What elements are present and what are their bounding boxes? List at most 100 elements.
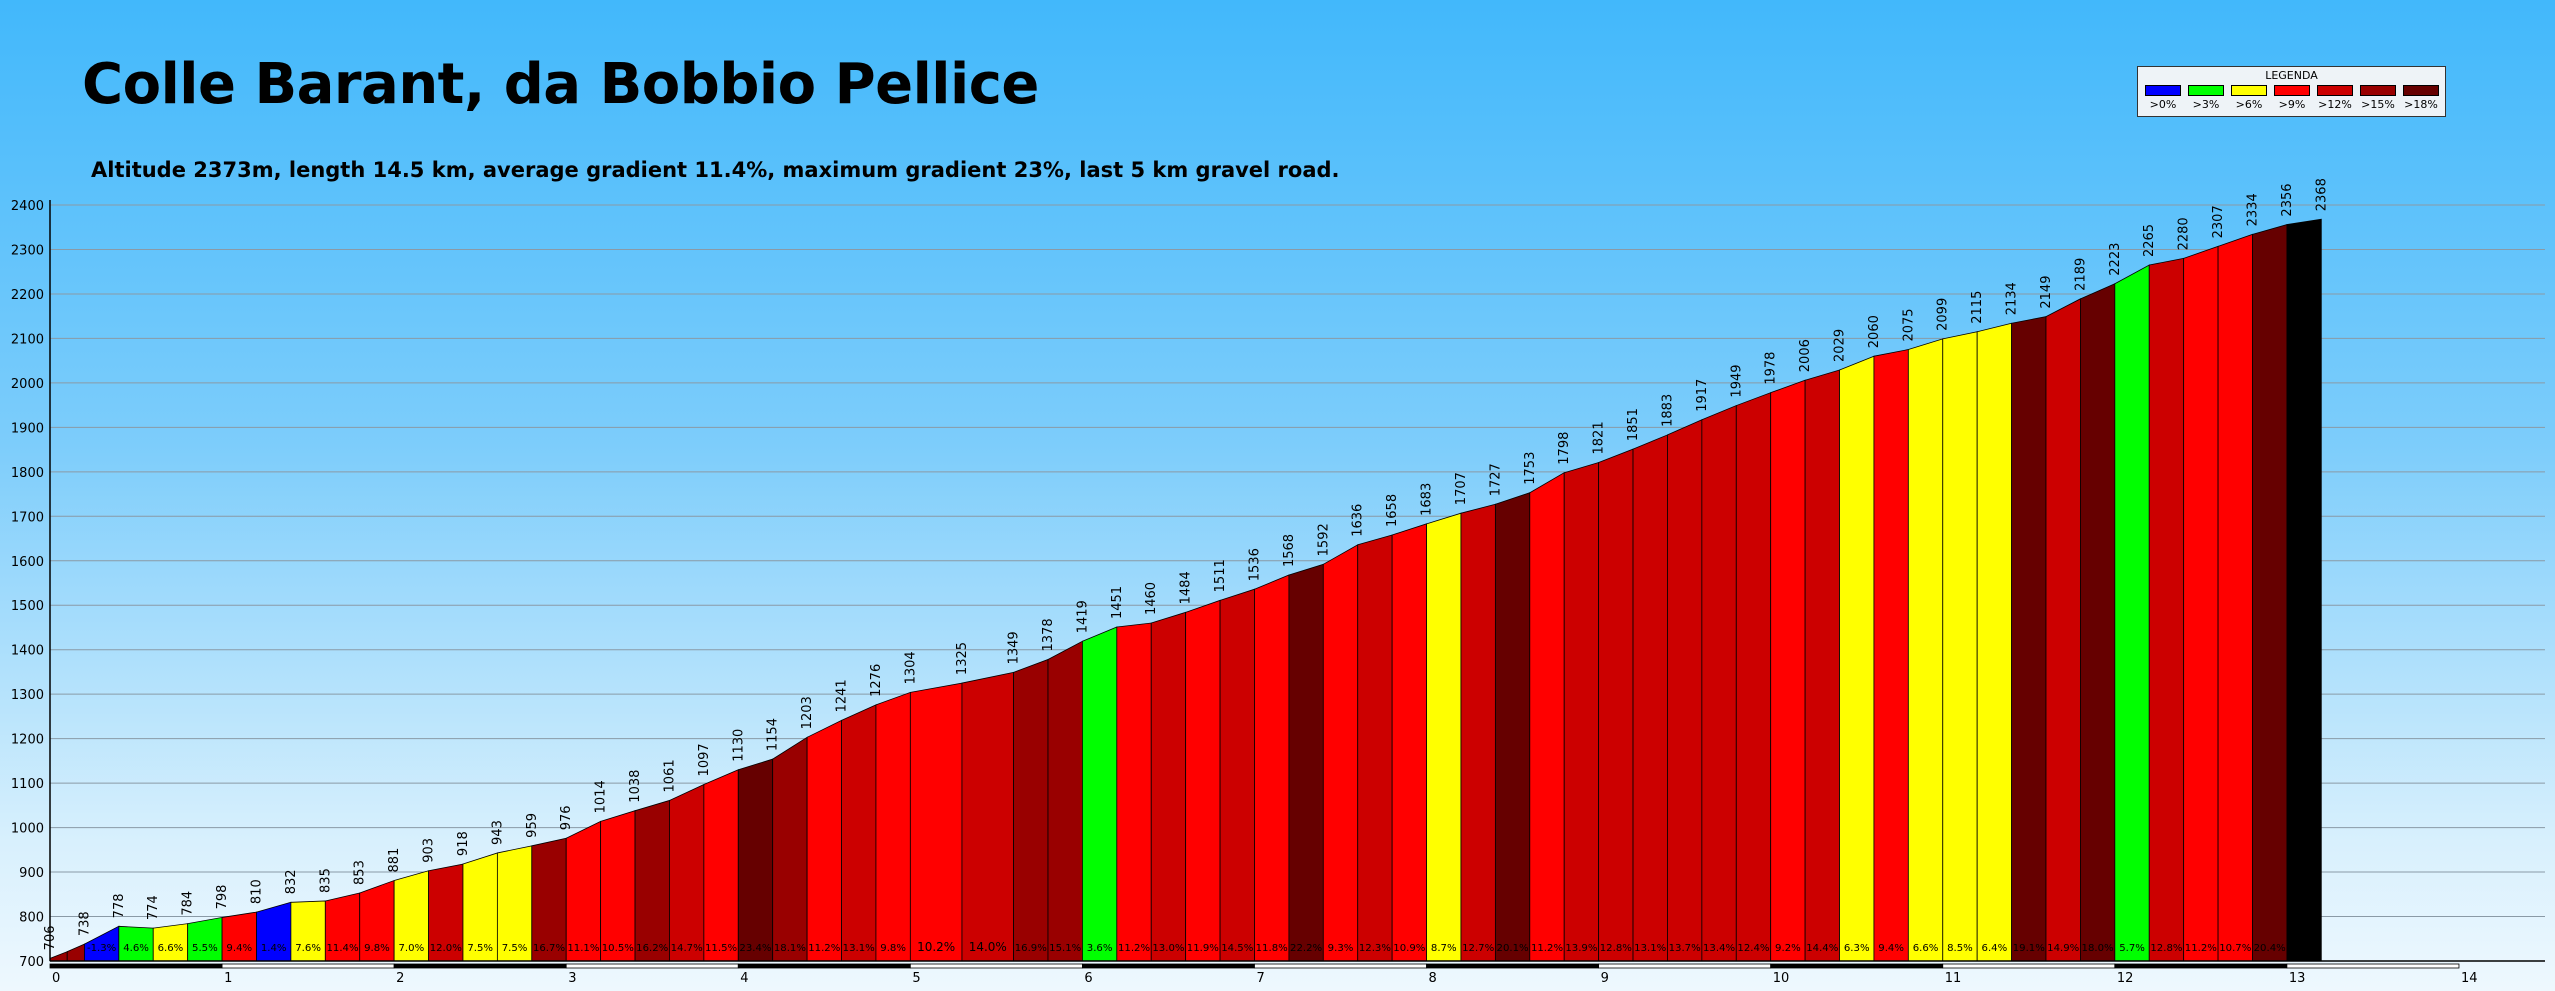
altitude-label: 1419: [1075, 600, 1090, 633]
altitude-label: 2223: [2108, 243, 2123, 276]
altitude-label: 1097: [697, 743, 712, 776]
altitude-label: 2149: [2039, 276, 2054, 309]
gradient-label: 16.7%: [533, 943, 566, 954]
legend-item-1: >3%: [2186, 85, 2226, 111]
x-tick-label: 12: [2117, 971, 2134, 986]
km-scale-bar: [2286, 963, 2460, 969]
x-tick-label: 6: [1084, 971, 1092, 986]
profile-segment: [2286, 218, 2322, 962]
altitude-label: 2060: [1867, 315, 1882, 348]
altitude-label: 1014: [594, 780, 609, 813]
gradient-label: 19.1%: [2013, 943, 2046, 954]
altitude-label: 1130: [731, 729, 746, 762]
gradient-label: 7.6%: [295, 943, 321, 954]
altitude-label: 1484: [1179, 571, 1194, 604]
altitude-label: 1304: [903, 651, 918, 684]
altitude-label: 1821: [1592, 421, 1607, 454]
gradient-label: 13.7%: [1669, 943, 1702, 954]
gradient-label: 7.5%: [502, 943, 528, 954]
gradient-label: 5.7%: [2119, 943, 2145, 954]
km-scale-bar: [1082, 963, 1255, 969]
profile-segment: [1529, 472, 1565, 962]
y-tick-label: 1400: [11, 644, 44, 659]
altitude-label: 832: [284, 869, 299, 894]
y-tick-label: 1900: [11, 421, 44, 436]
altitude-label: 881: [387, 848, 402, 873]
altitude-label: 1592: [1316, 523, 1331, 556]
y-tick-label: 1500: [11, 599, 44, 614]
gradient-label: 3.6%: [1087, 943, 1113, 954]
profile-segment: [806, 719, 842, 962]
km-scale-bar: [1426, 963, 1600, 969]
gradient-label: 14.0%: [969, 940, 1007, 954]
legend: LEGENDA >0% >3% >6% >9% >12% >15% >18%: [2137, 66, 2446, 117]
altitude-label: 1536: [1247, 548, 1262, 581]
profile-segment: [1942, 331, 1978, 962]
gradient-label: 16.2%: [636, 943, 669, 954]
altitude-label: 1727: [1488, 463, 1503, 496]
profile-segment: [2114, 264, 2150, 962]
page-title: Colle Barant, da Bobbio Pellice: [82, 52, 1039, 117]
gradient-label: 6.6%: [1913, 943, 1939, 954]
gradient-label: 7.0%: [399, 943, 425, 954]
altitude-label: 2029: [1833, 329, 1848, 362]
legend-swatch: [2317, 85, 2353, 96]
altitude-label: 1707: [1454, 472, 1469, 505]
profile-segment: [1254, 574, 1290, 962]
altitude-label: 1636: [1351, 504, 1366, 537]
altitude-label: 1378: [1041, 618, 1056, 651]
km-scale-bar: [1942, 963, 2116, 969]
gradient-label: 7.5%: [467, 943, 493, 954]
profile-segment: [909, 682, 963, 962]
gradient-label: 11.2%: [1531, 943, 1564, 954]
gradient-label: 9.8%: [364, 943, 390, 954]
profile-segment: [1357, 534, 1393, 962]
gradient-label: 11.1%: [567, 943, 600, 954]
gradient-label: 14.4%: [1806, 943, 1839, 954]
gradient-label: 13.1%: [843, 943, 876, 954]
y-tick-label: 2300: [11, 243, 44, 258]
x-tick-label: 0: [52, 971, 60, 986]
gradient-label: 4.6%: [123, 943, 149, 954]
legend-item-4: >12%: [2315, 85, 2355, 111]
profile-segment: [1426, 512, 1462, 962]
legend-swatch: [2360, 85, 2396, 96]
profile-segment: [772, 736, 808, 962]
altitude-label: 959: [525, 813, 540, 838]
profile-segment: [565, 820, 602, 962]
km-scale-bar: [909, 963, 1083, 969]
altitude-label: 2075: [1901, 308, 1916, 341]
legend-swatch: [2231, 85, 2267, 96]
profile-segment: [2252, 224, 2288, 962]
gradient-label: 12.7%: [1462, 943, 1495, 954]
x-tick-label: 7: [1256, 971, 1264, 986]
km-scale-bar: [1254, 963, 1427, 969]
profile-segment: [1701, 404, 1737, 962]
legend-label: >15%: [2361, 98, 2395, 111]
gradient-label: 14.7%: [671, 943, 704, 954]
altitude-label: 1658: [1385, 494, 1400, 527]
y-tick-label: 1200: [11, 733, 44, 748]
profile-segment: [1804, 369, 1840, 962]
gradient-label: 10.2%: [917, 940, 955, 954]
profile-segment: [1150, 611, 1187, 962]
altitude-label: 2265: [2142, 224, 2157, 257]
profile-segment: [1667, 419, 1703, 962]
y-tick-label: 800: [19, 911, 44, 926]
profile-segment: [961, 671, 1014, 962]
y-tick-label: 1700: [11, 510, 44, 525]
gradient-label: 11.8%: [1256, 943, 1289, 954]
legend-swatch: [2188, 85, 2224, 96]
km-scale-bar: [393, 963, 567, 969]
gradient-label: 8.5%: [1947, 943, 1973, 954]
altitude-label: 1949: [1729, 364, 1744, 397]
profile-segment: [875, 691, 911, 962]
altitude-label: 738: [77, 911, 92, 936]
profile-segment: [49, 951, 68, 962]
altitude-label: 903: [422, 838, 437, 863]
gradient-label: 11.2%: [1118, 943, 1151, 954]
gradient-label: 18.0%: [2082, 943, 2115, 954]
legend-label: >0%: [2149, 98, 2177, 111]
km-scale-bar: [1770, 963, 1944, 969]
